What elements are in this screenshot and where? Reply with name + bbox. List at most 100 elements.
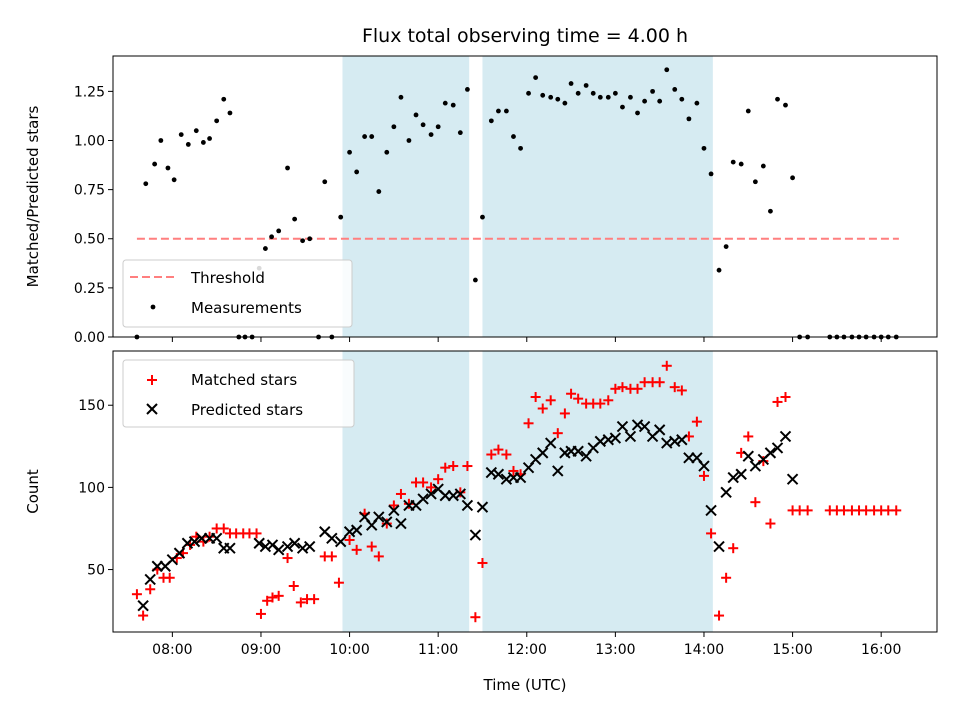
- measurement-point: [185, 142, 191, 147]
- measurement-point: [511, 134, 516, 139]
- predicted-stars-point: [373, 511, 385, 523]
- predicted-stars-point: [224, 542, 236, 554]
- measurement-point: [178, 132, 184, 138]
- legend-measurements-label: Measurements: [191, 299, 302, 317]
- matched-stars-point: [309, 594, 320, 605]
- measurement-point: [450, 102, 456, 108]
- matched-stars-point: [802, 505, 813, 516]
- matched-stars-point: [282, 553, 293, 564]
- predicted-stars-point: [720, 486, 732, 499]
- matched-stars-point: [351, 544, 362, 555]
- x-tick-label: 08:00: [152, 642, 192, 658]
- matched-stars-point: [344, 534, 355, 545]
- matched-stars-point: [559, 408, 570, 419]
- predicted-stars-point: [764, 447, 777, 459]
- matched-stars-point: [552, 428, 563, 439]
- matched-stars-point: [728, 543, 739, 554]
- measurement-point: [221, 96, 227, 102]
- measurement-point: [628, 94, 633, 100]
- chart-title: Flux total observing time = 4.00 h: [362, 25, 688, 47]
- measurement-point: [540, 92, 546, 98]
- observing-window: [482, 351, 713, 632]
- predicted-stars-point: [425, 488, 437, 500]
- y-tick-label: 1.25: [74, 84, 105, 100]
- x-tick-label: 14:00: [684, 642, 724, 658]
- measurement-point: [376, 189, 382, 194]
- measurement-point: [262, 246, 268, 251]
- measurement-point: [723, 244, 729, 250]
- measurement-point: [354, 169, 360, 175]
- measurement-point: [369, 134, 375, 139]
- measurement-point: [143, 181, 149, 187]
- axes-frame: [112, 350, 938, 633]
- measurement-point: [672, 87, 678, 92]
- matched-stars-point: [537, 403, 548, 414]
- y-tick-label: 0.00: [74, 330, 105, 346]
- predicted-stars-point: [572, 445, 584, 457]
- matched-stars-point: [255, 608, 266, 619]
- measurement-point: [562, 100, 568, 106]
- matched-stars-point: [388, 500, 399, 511]
- measurement-point: [597, 94, 603, 100]
- matched-stars-point: [486, 449, 497, 460]
- measurement-point: [269, 234, 274, 240]
- axes-frame: [112, 55, 938, 338]
- predicted-stars-point: [188, 535, 201, 548]
- measurement-point: [413, 112, 419, 118]
- measurement-point: [650, 88, 655, 94]
- predicted-stars-point: [624, 430, 637, 443]
- x-tick-label: 11:00: [418, 642, 458, 658]
- matched-stars-point: [448, 461, 459, 472]
- matched-stars-point: [545, 395, 556, 406]
- measurement-point: [227, 110, 233, 116]
- matched-stars-point: [691, 416, 702, 427]
- matched-stars-point: [566, 388, 577, 399]
- predicted-stars-point: [417, 493, 429, 505]
- measurement-point: [152, 161, 158, 167]
- predicted-stars-point: [335, 535, 347, 548]
- legend: Threshold Measurements: [122, 259, 353, 328]
- predicted-stars-point: [272, 544, 285, 556]
- measurement-point: [590, 90, 596, 96]
- y-tick-label: 150: [78, 398, 105, 414]
- matched-stars-point: [333, 577, 344, 588]
- matched-stars-point: [501, 449, 512, 460]
- measurement-point: [701, 145, 707, 151]
- measurement-point: [200, 140, 206, 145]
- matched-stars-point: [573, 393, 584, 404]
- observing-window: [482, 56, 713, 337]
- measurement-point: [300, 238, 306, 244]
- matched-stars-point: [780, 392, 791, 403]
- measurement-point: [488, 118, 494, 124]
- x-tick-label: 09:00: [241, 642, 281, 658]
- matched-stars-point: [138, 610, 149, 621]
- measurement-point: [391, 124, 397, 130]
- predicted-stars-point: [388, 504, 400, 517]
- matched-stars-point: [676, 385, 687, 396]
- matched-stars-point: [743, 431, 754, 442]
- matched-stars-point: [477, 557, 488, 568]
- predicted-stars-point: [609, 432, 622, 444]
- matched-stars-point: [706, 528, 717, 539]
- x-tick-label: 12:00: [507, 642, 547, 658]
- predicted-stars-point: [786, 473, 799, 485]
- predicted-stars-point: [698, 460, 710, 472]
- matched-stars-point: [603, 395, 614, 406]
- x-tick-label: 13:00: [595, 642, 635, 658]
- y-tick-label: 1.00: [74, 133, 105, 149]
- measurement-point: [620, 104, 625, 110]
- measurement-point: [679, 96, 685, 102]
- matched-stars-point: [714, 610, 725, 621]
- predicted-stars-point: [705, 504, 717, 517]
- predicted-stars-point: [544, 437, 557, 449]
- predicted-stars-point: [771, 442, 784, 454]
- predicted-stars-point: [454, 488, 467, 500]
- predicted-stars-point: [137, 600, 149, 612]
- measurement-point: [783, 102, 788, 108]
- measurement-point: [548, 94, 554, 100]
- measurement-point: [694, 100, 700, 106]
- matched-stars-point: [288, 580, 299, 591]
- predicted-stars-point: [476, 501, 489, 513]
- matched-stars-point: [654, 377, 665, 388]
